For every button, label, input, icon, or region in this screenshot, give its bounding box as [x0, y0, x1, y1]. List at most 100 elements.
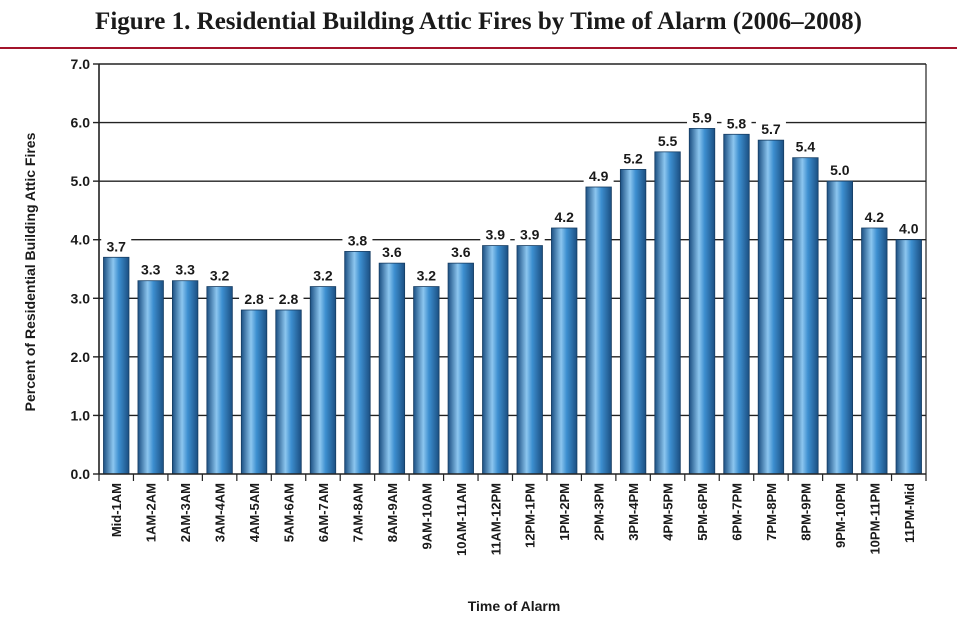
- y-axis-label: Percent of Residential Building Attic Fi…: [22, 132, 38, 411]
- x-tick-label: 6PM-7PM: [729, 483, 744, 541]
- value-label: 5.5: [658, 133, 678, 149]
- bar: [861, 227, 888, 475]
- value-label-background: [204, 267, 235, 283]
- value-label: 5.4: [796, 139, 816, 155]
- bar: [171, 280, 199, 475]
- value-labels: 3.7 3.3 3.3 3.2 2.8 2.8 3.2 3.8 3.6 3.2 3.6 3.9 3.9 4…: [101, 109, 924, 307]
- value-label-background: [755, 121, 786, 137]
- bar: [240, 309, 268, 475]
- value-label: 3.2: [210, 268, 230, 284]
- value-label-background: [273, 291, 304, 306]
- value-label-background: [549, 209, 580, 224]
- x-tick-label: 7PM-8PM: [764, 483, 779, 541]
- value-label: 2.8: [279, 291, 299, 307]
- bar: [551, 227, 578, 475]
- bar: [206, 286, 233, 475]
- chart-title: Figure 1. Residential Building Attic Fir…: [95, 8, 862, 35]
- value-label: 3.7: [106, 238, 126, 254]
- value-label-background: [618, 150, 649, 166]
- x-tick-label: 2PM-3PM: [592, 483, 607, 541]
- value-label-background: [893, 220, 924, 236]
- value-label: 3.3: [175, 262, 195, 278]
- bar: [378, 262, 406, 475]
- x-tick-label: 11AM-12PM: [488, 483, 503, 555]
- y-tick-label: 0.0: [71, 466, 91, 482]
- value-label: 4.0: [899, 221, 919, 237]
- value-label-background: [342, 232, 373, 248]
- y-tick-label: 3.0: [71, 290, 91, 306]
- x-tick-label: 3PM-4PM: [626, 483, 641, 541]
- x-tick-label: 9PM-10PM: [833, 483, 848, 548]
- value-label-background: [652, 132, 683, 148]
- y-tick-label: 2.0: [71, 349, 91, 365]
- value-label-background: [135, 261, 166, 277]
- x-tick-label: 3AM-4AM: [213, 483, 228, 542]
- x-tick-label: 4PM-5PM: [661, 483, 676, 541]
- value-label: 3.9: [486, 227, 506, 243]
- value-label-background: [101, 238, 132, 254]
- value-label: 5.9: [692, 109, 712, 125]
- value-label-background: [170, 261, 201, 277]
- value-label: 3.2: [417, 268, 437, 284]
- bar: [275, 309, 302, 475]
- x-tick-label: 10AM-11AM: [454, 483, 469, 556]
- value-label-background: [687, 109, 718, 125]
- gridlines: [99, 63, 926, 417]
- value-label-background: [411, 267, 442, 283]
- bar: [585, 186, 612, 475]
- value-label-background: [514, 226, 545, 242]
- bar: [516, 245, 543, 475]
- bar: [619, 169, 647, 475]
- x-tick-label: 2AM-3AM: [178, 483, 193, 542]
- x-tick-label: 10PM-11PM: [867, 483, 882, 555]
- y-tick-label: 1.0: [71, 407, 91, 423]
- bar: [723, 133, 750, 475]
- value-label: 3.6: [451, 244, 471, 260]
- value-label: 5.0: [830, 162, 850, 178]
- x-tick-labels: Mid-1AM 1AM-2AM 2AM-3AM 3AM-4AM 4AM-5AM 5AM-6…: [109, 483, 917, 556]
- bar: [757, 139, 785, 475]
- bar: [344, 251, 371, 475]
- value-label-background: [790, 138, 821, 154]
- bar: [792, 157, 819, 475]
- bar: [447, 262, 474, 475]
- bar: [309, 286, 337, 475]
- bar: [413, 286, 440, 475]
- bar: [688, 128, 716, 475]
- value-label: 2.8: [244, 291, 264, 307]
- value-label-background: [480, 226, 511, 242]
- value-label: 4.2: [865, 209, 885, 225]
- x-tick-label: 11PM-Mid: [902, 483, 917, 543]
- value-label-background: [583, 168, 614, 183]
- value-label-background: [824, 162, 855, 178]
- x-tick-label: 1PM-2PM: [557, 483, 572, 541]
- value-label: 3.9: [520, 227, 540, 243]
- value-label: 5.8: [727, 115, 747, 131]
- bar: [482, 245, 509, 475]
- x-tick-label: Mid-1AM: [109, 483, 124, 537]
- value-label: 5.2: [623, 150, 643, 166]
- x-tick-label: 7AM-8AM: [350, 483, 365, 542]
- value-label: 5.7: [761, 121, 781, 137]
- value-label: 4.9: [589, 168, 609, 184]
- y-tick-label: 6.0: [71, 115, 91, 131]
- value-label-background: [307, 267, 338, 283]
- value-label: 4.2: [554, 209, 574, 225]
- value-label-background: [239, 291, 270, 306]
- value-label: 3.8: [348, 232, 368, 248]
- x-tick-label: 5PM-6PM: [695, 483, 710, 541]
- x-tick-label: 6AM-7AM: [316, 483, 331, 542]
- bars: [103, 128, 922, 475]
- x-axis-label: Time of Alarm: [468, 598, 561, 614]
- y-tick-label: 7.0: [71, 56, 91, 72]
- value-label-background: [445, 244, 476, 260]
- bar: [137, 280, 164, 475]
- y-tick-label: 4.0: [71, 232, 91, 248]
- x-tick-label: 8AM-9AM: [385, 483, 400, 542]
- bar: [103, 256, 130, 475]
- value-label-background: [859, 209, 890, 224]
- axes: [93, 63, 927, 481]
- title-rule: [0, 47, 957, 49]
- x-tick-label: 12PM-1PM: [523, 483, 538, 548]
